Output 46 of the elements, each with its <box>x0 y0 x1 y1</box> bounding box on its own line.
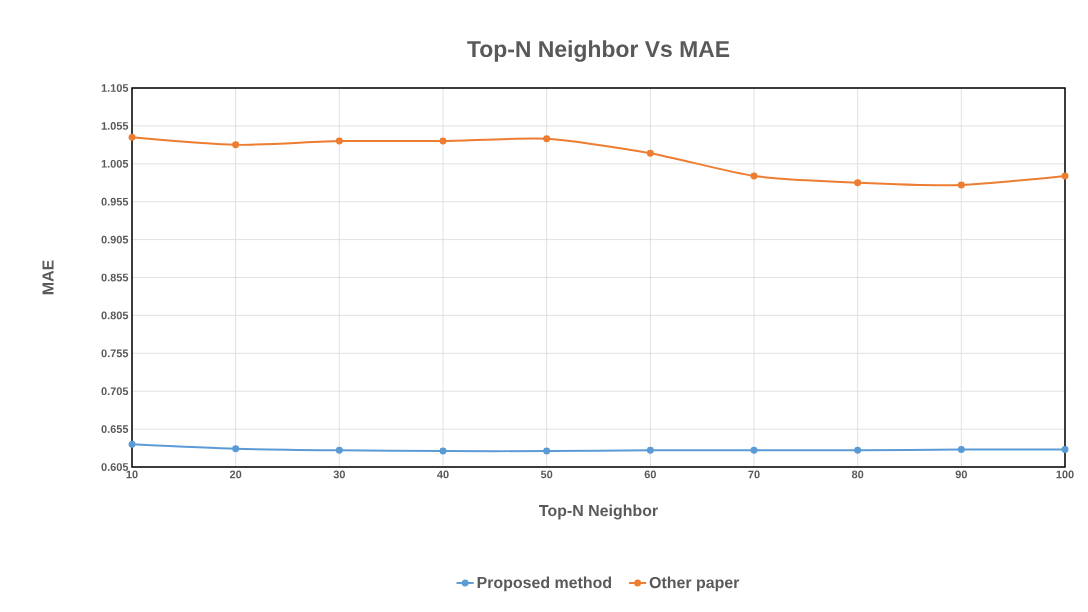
point <box>750 172 758 180</box>
point <box>232 445 240 453</box>
legend-label: Other paper <box>649 576 740 592</box>
x-tick-label: 20 <box>229 470 242 479</box>
point <box>1061 172 1069 180</box>
x-axis-title: Top-N Neighbor <box>539 504 658 520</box>
y-tick-label: 1.105 <box>101 84 129 92</box>
chart-title: Top-N Neighbor Vs MAE <box>467 40 730 62</box>
point <box>646 149 654 157</box>
y-tick-label: 0.655 <box>101 425 129 433</box>
y-tick-label: 0.705 <box>101 387 129 396</box>
legend-label: Proposed method <box>477 576 612 592</box>
point <box>750 446 758 454</box>
point <box>543 447 551 455</box>
y-tick-label: 1.005 <box>101 159 129 168</box>
y-tick-label: 0.905 <box>101 235 129 244</box>
y-tick-label: 0.755 <box>101 349 129 358</box>
point <box>335 446 343 454</box>
x-tick-label: 10 <box>126 470 138 479</box>
point <box>1061 446 1069 454</box>
y-tick-label: 0.805 <box>101 311 129 320</box>
point <box>128 133 136 141</box>
x-tick-label: 80 <box>851 470 864 479</box>
x-tick-label: 60 <box>644 470 656 479</box>
point <box>543 135 551 143</box>
x-tick-label: 90 <box>955 470 967 479</box>
point <box>854 446 862 454</box>
point <box>439 137 447 145</box>
x-tick-label: 70 <box>748 470 760 479</box>
point <box>957 181 965 189</box>
point <box>232 141 240 149</box>
y-tick-label: 0.855 <box>101 273 129 282</box>
y-tick-label: 0.955 <box>101 197 129 206</box>
y-axis-title: MAE <box>42 260 54 295</box>
point <box>439 447 447 455</box>
x-tick-label: 40 <box>437 470 449 479</box>
point <box>128 440 136 448</box>
x-tick-label: 30 <box>333 470 345 479</box>
x-tick-label: 50 <box>540 470 553 479</box>
point <box>646 446 654 454</box>
x-tick-label: 100 <box>1056 470 1074 479</box>
point <box>854 179 862 187</box>
y-tick-label: 0.605 <box>101 463 129 471</box>
point <box>335 137 343 145</box>
y-tick-label: 1.055 <box>101 122 129 130</box>
point <box>957 446 965 454</box>
